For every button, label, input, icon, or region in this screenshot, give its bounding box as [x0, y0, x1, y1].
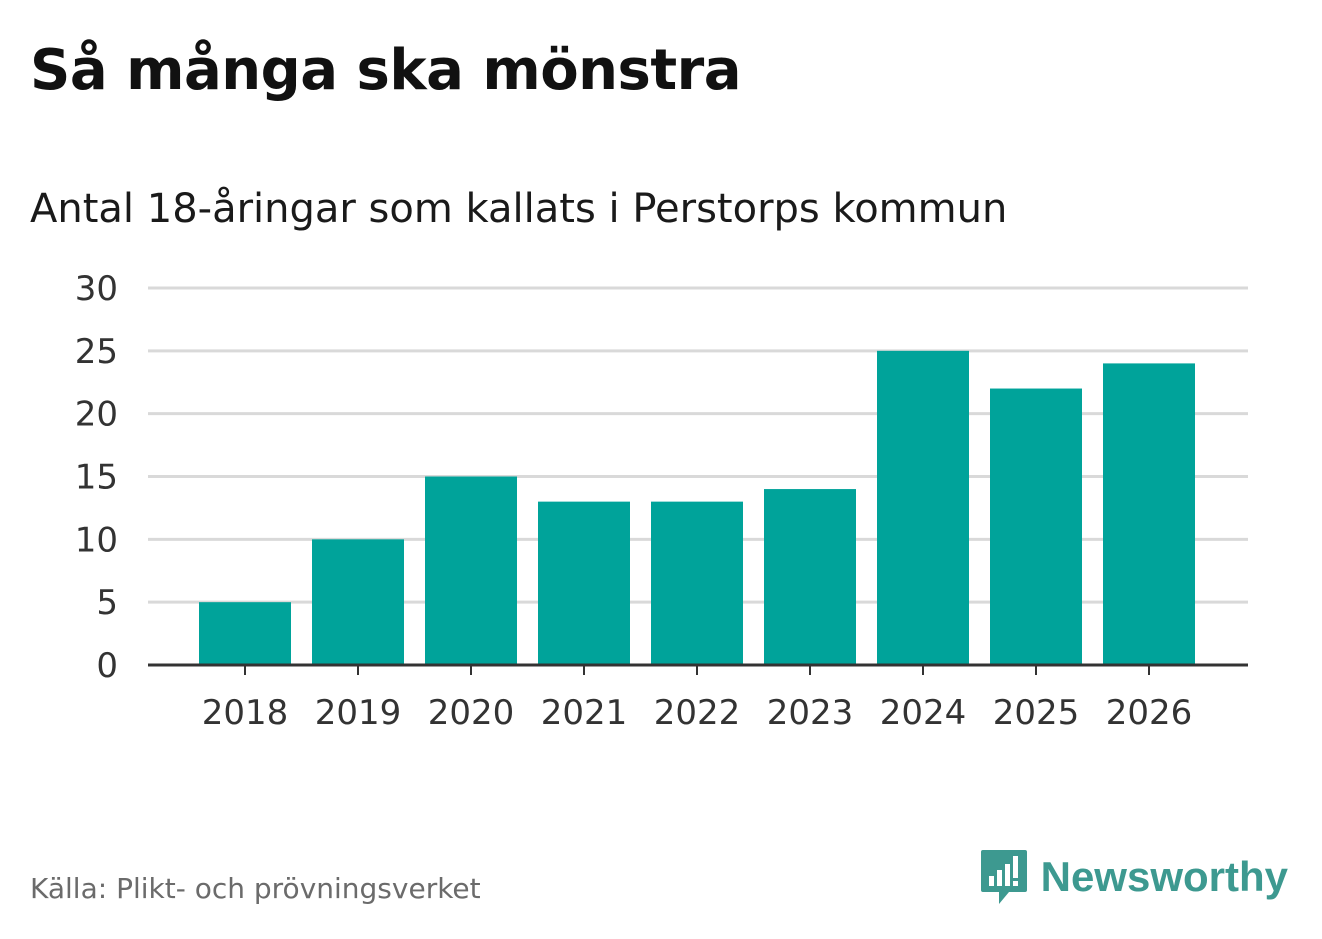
brand-name: Newsworthy [1040, 853, 1288, 900]
source-note: Källa: Plikt- och prövningsverket [30, 872, 481, 905]
x-tick-label: 2019 [315, 693, 402, 733]
x-axis [148, 663, 1248, 675]
y-tick-label: 20 [75, 395, 118, 435]
brand-logo: Newsworthy [979, 848, 1288, 906]
x-tick-label: 2021 [541, 693, 628, 733]
y-tick-label: 5 [96, 583, 118, 623]
y-tick-label: 15 [75, 458, 118, 498]
bar-2026 [1103, 363, 1195, 665]
bar-2018 [199, 602, 291, 665]
x-tick-label: 2022 [654, 693, 741, 733]
x-tick-label: 2025 [993, 693, 1080, 733]
x-tick-label: 2024 [880, 693, 967, 733]
y-tick-label: 0 [96, 646, 118, 686]
chart-subtitle: Antal 18-åringar som kallats i Perstorps… [30, 186, 1008, 232]
chart-title: Så många ska mönstra [30, 38, 742, 103]
bar-2023 [764, 489, 856, 665]
bar-2024 [877, 350, 969, 665]
x-tick-label: 2023 [767, 693, 854, 733]
bar-2019 [312, 539, 404, 665]
bar-2025 [990, 388, 1082, 665]
bar-2020 [425, 476, 517, 665]
bar-2022 [651, 501, 743, 665]
newsworthy-logo-icon [980, 850, 1027, 904]
y-tick-label: 25 [75, 332, 118, 372]
y-tick-label: 30 [75, 269, 118, 309]
x-tick-label: 2026 [1106, 693, 1193, 733]
x-tick-label: 2020 [428, 693, 515, 733]
y-axis-ticks: 0 5 10 15 20 25 30 [75, 269, 118, 686]
x-tick-label: 2018 [202, 693, 289, 733]
x-axis-ticks: 2018 2019 2020 2021 2022 2023 2024 2025 2026 [202, 693, 1193, 733]
y-tick-label: 10 [75, 520, 118, 560]
bar-2021 [538, 501, 630, 665]
bars [199, 350, 1195, 665]
